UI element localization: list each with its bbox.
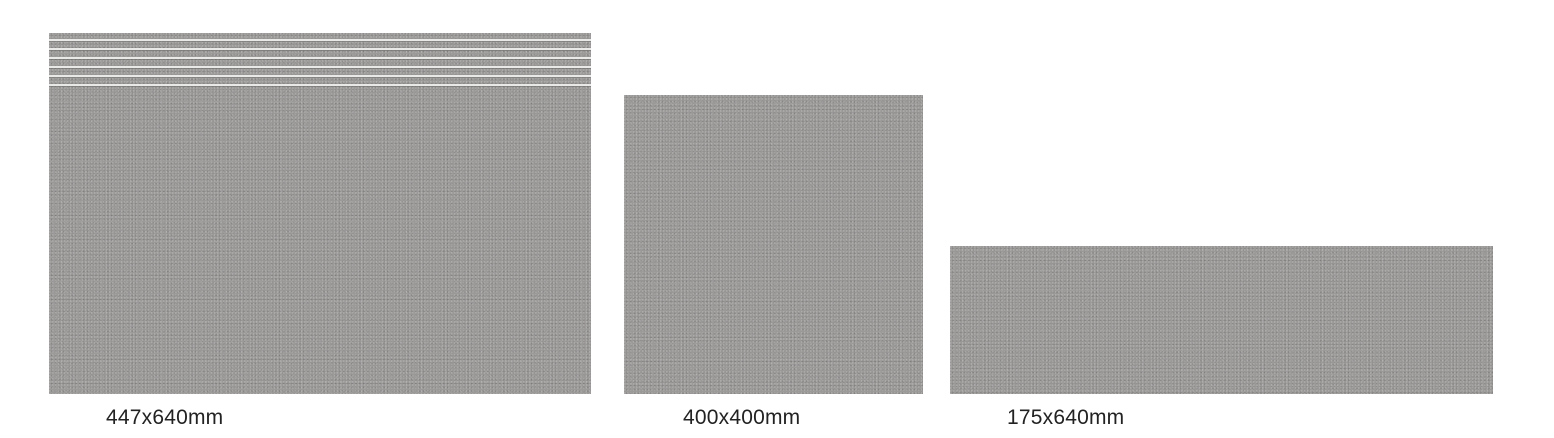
groove-line <box>49 48 591 50</box>
groove-line <box>49 75 591 77</box>
square-tile-image <box>624 95 923 394</box>
strip-tile-image <box>950 246 1493 394</box>
square-tile-size-label: 400x400mm <box>683 406 801 429</box>
step-grooves <box>49 33 591 93</box>
groove-line <box>49 84 591 86</box>
groove-line <box>49 66 591 68</box>
groove-line <box>49 39 591 41</box>
groove-line <box>49 57 591 59</box>
step-tile-size-label: 447x640mm <box>106 406 224 429</box>
strip-tile-size-label: 175x640mm <box>1007 406 1125 429</box>
step-tile-image <box>49 33 591 394</box>
